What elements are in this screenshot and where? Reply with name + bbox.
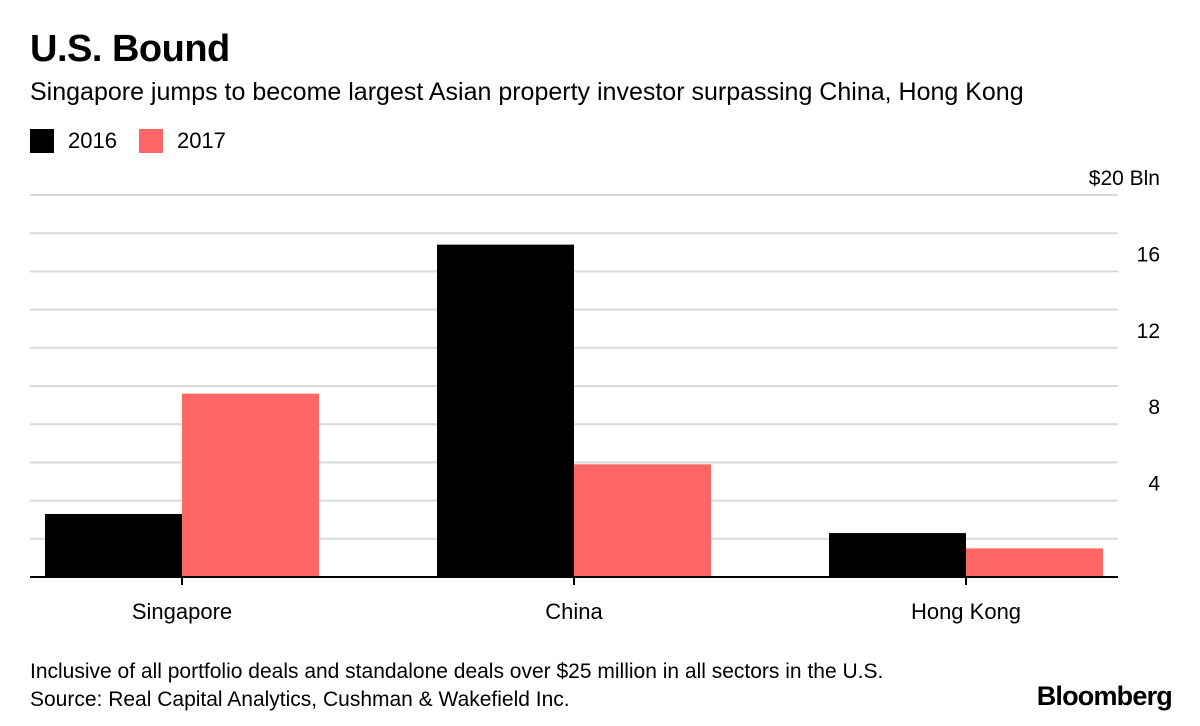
y-tick-label: 16 (1137, 243, 1160, 266)
legend-item-2017: 2017 (138, 128, 226, 154)
y-tick-label: 12 (1137, 320, 1160, 343)
footnote-source: Source: Real Capital Analytics, Cushman … (30, 688, 570, 711)
legend-label-2016: 2016 (68, 128, 117, 153)
legend-swatch-2017 (138, 129, 163, 153)
x-tick-label: Hong Kong (911, 599, 1021, 624)
bar-2017-china (574, 464, 711, 577)
bar-2017-singapore (182, 393, 319, 577)
y-tick-label: $20 Bln (1089, 170, 1160, 190)
x-tick-label: China (545, 599, 603, 624)
y-tick-label: 8 (1148, 396, 1160, 419)
legend-label-2017: 2017 (176, 128, 226, 153)
footnote: Inclusive of all portfolio deals and sta… (30, 658, 883, 714)
legend-item-2016: 2016 (30, 128, 117, 154)
footnote-note: Inclusive of all portfolio deals and sta… (30, 660, 884, 683)
bar-2017-hong-kong (966, 548, 1103, 577)
y-tick-label: 4 (1148, 473, 1160, 496)
bloomberg-logo: Bloomberg (1036, 681, 1173, 711)
bar-2016-hong-kong (829, 533, 966, 577)
chart-subtitle: Singapore jumps to become largest Asian … (30, 78, 1024, 106)
chart-title: U.S. Bound (30, 28, 230, 70)
bar-2016-singapore (45, 513, 182, 577)
bar-chart: 4 8 12 16 $20 Bln Singapore China Hong Kong (30, 170, 1160, 624)
bar-2016-china (437, 244, 574, 577)
legend: 2016 2017 (30, 127, 248, 155)
legend-swatch-2016 (30, 129, 54, 153)
x-tick-label: Singapore (132, 599, 232, 624)
